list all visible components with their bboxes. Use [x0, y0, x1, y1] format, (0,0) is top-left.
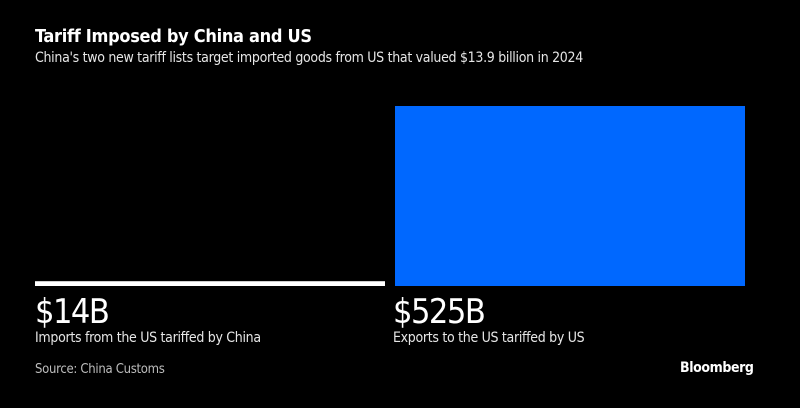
chart-title: Tariff Imposed by China and US [35, 26, 312, 47]
value-label-china: $14B [35, 292, 110, 332]
bar-us [395, 106, 745, 286]
category-label-us: Exports to the US tariffed by US [393, 330, 585, 346]
chart-subtitle: China's two new tariff lists target impo… [35, 50, 583, 66]
bloomberg-logo: Bloomberg [680, 360, 754, 376]
source-note: Source: China Customs [35, 362, 165, 377]
value-label-us: $525B [393, 292, 486, 332]
bar-china [35, 281, 385, 286]
category-label-china: Imports from the US tariffed by China [35, 330, 261, 346]
